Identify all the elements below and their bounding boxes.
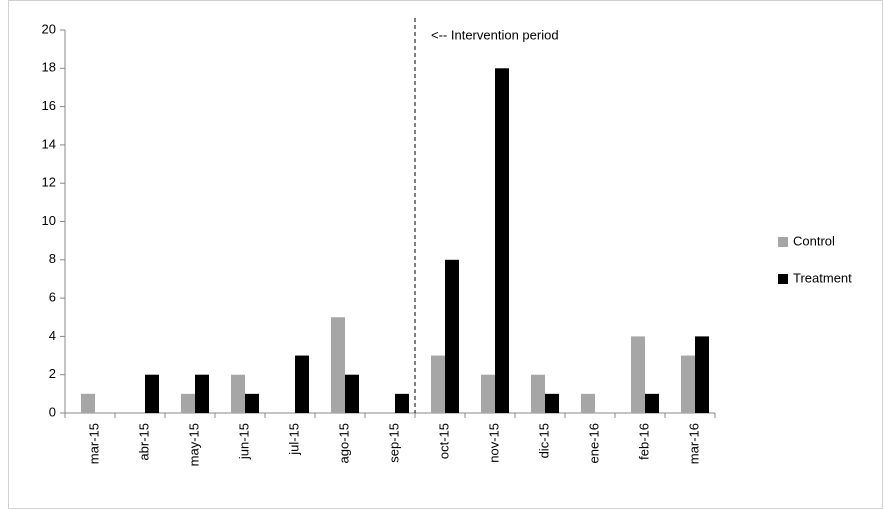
y-tick-label: 6 (49, 290, 56, 305)
y-tick-label: 10 (42, 213, 56, 228)
chart-border (8, 0, 883, 509)
bar (681, 355, 695, 413)
x-tick-label: dic-15 (536, 423, 551, 458)
legend-label: Control (793, 233, 835, 248)
y-tick-label: 2 (49, 366, 56, 381)
bar (145, 374, 159, 413)
legend-swatch (778, 274, 788, 284)
x-tick-label: ene-16 (586, 423, 601, 463)
y-tick-label: 14 (42, 136, 56, 151)
legend-label: Treatment (793, 270, 852, 285)
bar (545, 393, 559, 413)
bar (181, 393, 195, 413)
bar (631, 336, 645, 413)
x-tick-label: abr-15 (136, 423, 151, 461)
x-tick-label: mar-15 (86, 423, 101, 464)
x-tick-label: ago-15 (336, 423, 351, 463)
bar (395, 393, 409, 413)
y-tick-label: 18 (42, 60, 56, 75)
bar (481, 374, 495, 413)
bar (195, 374, 209, 413)
bar (695, 336, 709, 413)
bar (245, 393, 259, 413)
bar (345, 374, 359, 413)
y-tick-label: 4 (49, 328, 56, 343)
bar (331, 317, 345, 413)
bar (445, 259, 459, 413)
x-tick-label: nov-15 (486, 423, 501, 463)
y-tick-label: 12 (42, 175, 56, 190)
y-tick-label: 8 (49, 251, 56, 266)
legend-swatch (778, 237, 788, 247)
bar (231, 374, 245, 413)
x-tick-label: oct-15 (436, 423, 451, 459)
bar (295, 355, 309, 413)
bar (531, 374, 545, 413)
x-tick-label: may-15 (186, 423, 201, 466)
bar (645, 393, 659, 413)
bar (581, 393, 595, 413)
annotation: <-- Intervention period (431, 27, 559, 42)
bar (81, 393, 95, 413)
bar (431, 355, 445, 413)
x-tick-label: mar-16 (686, 423, 701, 464)
bar (495, 68, 509, 414)
x-tick-label: jun-15 (236, 423, 251, 460)
y-tick-label: 0 (49, 404, 56, 419)
y-tick-label: 16 (42, 98, 56, 113)
x-tick-label: jul-15 (286, 423, 301, 456)
x-tick-label: feb-16 (636, 423, 651, 460)
y-tick-label: 20 (42, 21, 56, 36)
x-tick-label: sep-15 (386, 423, 401, 463)
